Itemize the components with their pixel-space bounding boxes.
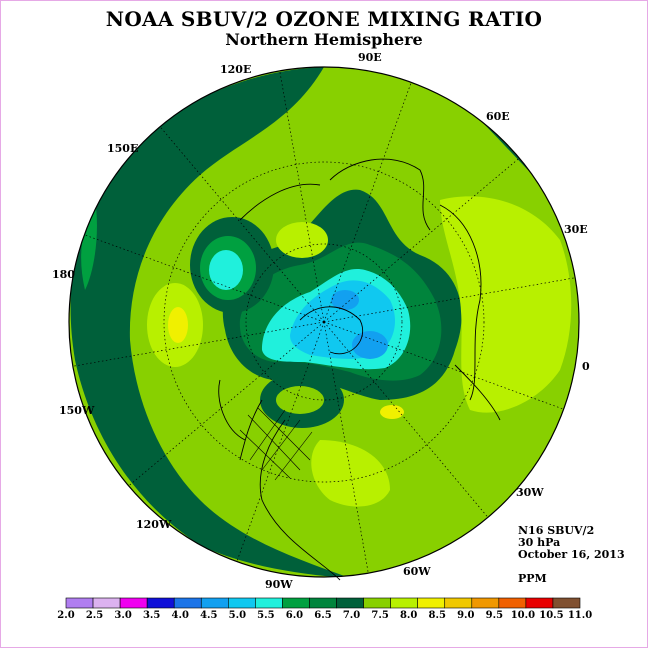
contour-8.0-america — [311, 440, 390, 507]
lon-label-150w: 150W — [59, 404, 95, 417]
colorbar-tick-label: 5.0 — [229, 610, 246, 621]
colorbar-tick-label: 2.0 — [57, 610, 74, 621]
contour-8.5-pacific — [168, 307, 188, 343]
colorbar-tick-label: 5.5 — [257, 610, 274, 621]
lon-label-150e: 150E — [107, 142, 139, 155]
colorbar-tick-label: 9.0 — [457, 610, 474, 621]
lon-label-120e: 120E — [220, 63, 252, 76]
meridian-line — [323, 82, 412, 323]
lon-label-30e: 30E — [564, 223, 588, 236]
contour-8.0-atlantic — [440, 196, 572, 413]
colorbar-swatch — [309, 597, 337, 609]
lon-label-120w: 120W — [136, 518, 172, 531]
coastlines — [218, 158, 501, 581]
meridian-line — [323, 321, 564, 410]
lon-label-90e: 90E — [358, 51, 382, 64]
colorbar-tick-label: 7.5 — [371, 610, 388, 621]
contour-5.5-pacific-low — [209, 250, 243, 290]
meridian-line — [72, 321, 325, 367]
meridian-line — [323, 277, 576, 323]
colorbar-tick-label: 4.0 — [172, 610, 189, 621]
lon-label-30w: 30W — [516, 486, 544, 499]
colorbar-tick-label: 7.0 — [343, 610, 360, 621]
colorbar-swatch — [173, 597, 202, 609]
contour-4.5-core — [352, 331, 388, 359]
colorbar-swatch — [336, 597, 364, 609]
colorbar-swatch — [119, 597, 148, 609]
map-boundary — [68, 66, 580, 578]
colorbar-tick-label: 9.5 — [486, 610, 503, 621]
colorbar-swatch — [471, 597, 500, 609]
meridian-line — [323, 321, 369, 574]
units-label: PPM — [518, 572, 547, 585]
meridian-line — [159, 126, 325, 323]
colorbar-swatch — [444, 597, 473, 609]
meridian-line — [279, 70, 325, 323]
colorbar-swatch — [282, 597, 310, 609]
colorbar-swatch — [146, 597, 175, 609]
colorbar-tick-label: 8.5 — [429, 610, 446, 621]
lon-label-0: 0 — [582, 360, 590, 373]
instrument-label: N16 SBUV/2 — [518, 524, 595, 537]
colorbar-swatch — [363, 597, 391, 609]
contour-4.5-core-2 — [331, 290, 359, 310]
colorbar-swatch — [525, 597, 554, 609]
page-title: NOAA SBUV/2 OZONE MIXING RATIO — [105, 7, 543, 31]
page-subtitle: Northern Hemisphere — [225, 30, 423, 49]
colorbar-swatch — [498, 597, 527, 609]
colorbar-tick-label: 4.5 — [200, 610, 217, 621]
colorbar-tick-label: 3.5 — [143, 610, 160, 621]
meridian-line — [323, 157, 520, 323]
contour-6.5-edge — [81, 200, 97, 290]
contour-7.5-hudson — [276, 386, 324, 414]
lon-label-180: 180 — [52, 268, 75, 281]
colorbar-swatch — [255, 597, 283, 609]
colorbar-swatch — [92, 597, 121, 609]
colorbar-swatch — [417, 597, 446, 609]
date-label: October 16, 2013 — [518, 548, 625, 561]
meridian-line — [84, 234, 325, 323]
graticule — [72, 70, 576, 574]
colorbar-tick-label: 10.5 — [539, 610, 563, 621]
meridian-line — [236, 321, 325, 562]
colorbar-tick-label: 3.0 — [114, 610, 131, 621]
lon-label-60e: 60E — [486, 110, 510, 123]
colorbar-tick-label: 2.5 — [86, 610, 103, 621]
lon-label-60w: 60W — [403, 565, 431, 578]
colorbar-swatch — [200, 597, 229, 609]
colorbar-swatch — [390, 597, 418, 609]
colorbar-tick-label: 11.0 — [568, 610, 592, 621]
contour-7.0-rim — [70, 67, 350, 577]
meridian-line — [323, 321, 489, 518]
lon-label-90w: 90W — [265, 578, 293, 591]
level-label: 30 hPa — [518, 536, 561, 549]
us-states-outline — [239, 407, 313, 481]
colorbar-tick-label: 8.0 — [400, 610, 417, 621]
contour-8.0-asia — [276, 222, 328, 258]
colorbar-swatch — [65, 597, 94, 609]
colorbar-tick-label: 6.5 — [314, 610, 331, 621]
colorbar-swatch — [552, 597, 581, 609]
colorbar: 2.0 2.5 3.0 3.5 4.0 4.5 5.0 5.5 6.0 6.5 7.0 7.5 8.0 8… — [57, 597, 592, 621]
colorbar-swatch — [228, 597, 256, 609]
colorbar-tick-label: 6.0 — [286, 610, 303, 621]
contour-8.5-atlantic — [380, 405, 404, 419]
meridian-line — [128, 321, 325, 487]
colorbar-tick-label: 10.0 — [511, 610, 535, 621]
